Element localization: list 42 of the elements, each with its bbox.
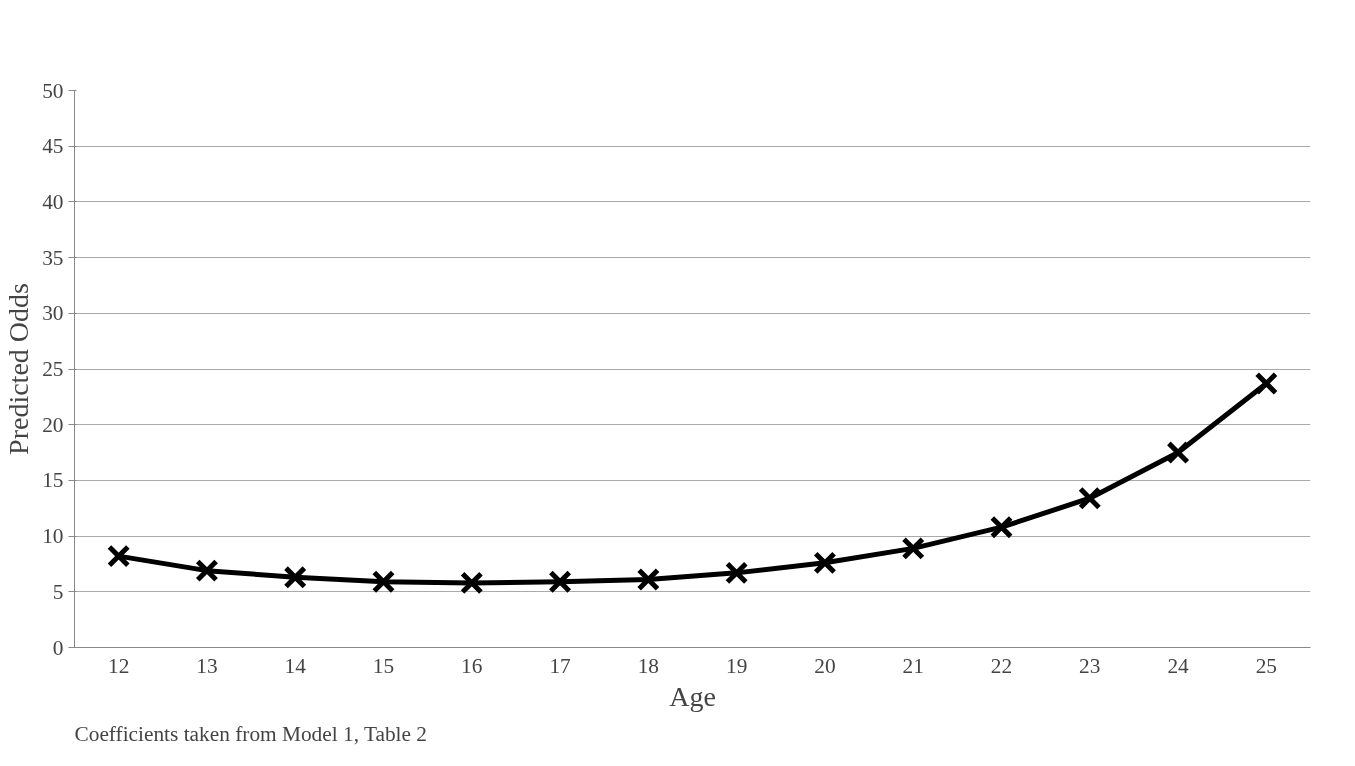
x-tick-label: 22 — [990, 653, 1013, 678]
y-tick-label: 25 — [42, 357, 64, 381]
point — [548, 570, 572, 594]
point — [724, 561, 749, 585]
x-tick-label: 13 — [196, 653, 218, 678]
x-tick-label: 20 — [814, 653, 836, 678]
y-tick-label: 0 — [52, 635, 64, 660]
x-axis-title: Age — [669, 680, 716, 712]
point — [901, 536, 925, 561]
y-tick-label: 10 — [42, 524, 64, 549]
y-tick-label: 50 — [42, 78, 64, 103]
point — [195, 558, 219, 583]
point — [1078, 486, 1102, 510]
x-tick-label: 18 — [637, 653, 660, 678]
y-tick-label: 40 — [42, 189, 64, 214]
y-tick-label: 5 — [52, 579, 64, 604]
x-tick-label: 12 — [107, 653, 130, 678]
point — [989, 515, 1014, 539]
x-tick-label: 15 — [372, 653, 395, 678]
point — [813, 551, 837, 575]
y-tick-label: 35 — [42, 245, 64, 270]
x-tick-label: 25 — [1255, 653, 1278, 678]
point — [460, 571, 484, 595]
y-axis-title: Predicted Odds — [3, 283, 35, 455]
y-tick-label: 20 — [42, 412, 64, 437]
point — [106, 544, 131, 568]
x-tick-label: 19 — [725, 653, 748, 678]
x-tick-label: 14 — [284, 653, 307, 678]
point — [283, 565, 307, 590]
x-tick-label: 23 — [1079, 653, 1101, 678]
point — [636, 567, 661, 592]
y-tick-label: 30 — [42, 301, 64, 326]
x-tick-label: 21 — [902, 653, 924, 678]
x-tick-label: 24 — [1167, 653, 1190, 678]
y-tick-label: 15 — [42, 468, 64, 493]
text: Coefficients taken from Model 1, Table 2 — [74, 721, 428, 746]
point — [1166, 440, 1190, 465]
point — [1254, 371, 1279, 396]
x-tick-label: 17 — [549, 653, 572, 678]
y-tick-label: 45 — [42, 134, 64, 159]
point — [371, 570, 396, 594]
x-tick-label: 16 — [461, 653, 483, 678]
